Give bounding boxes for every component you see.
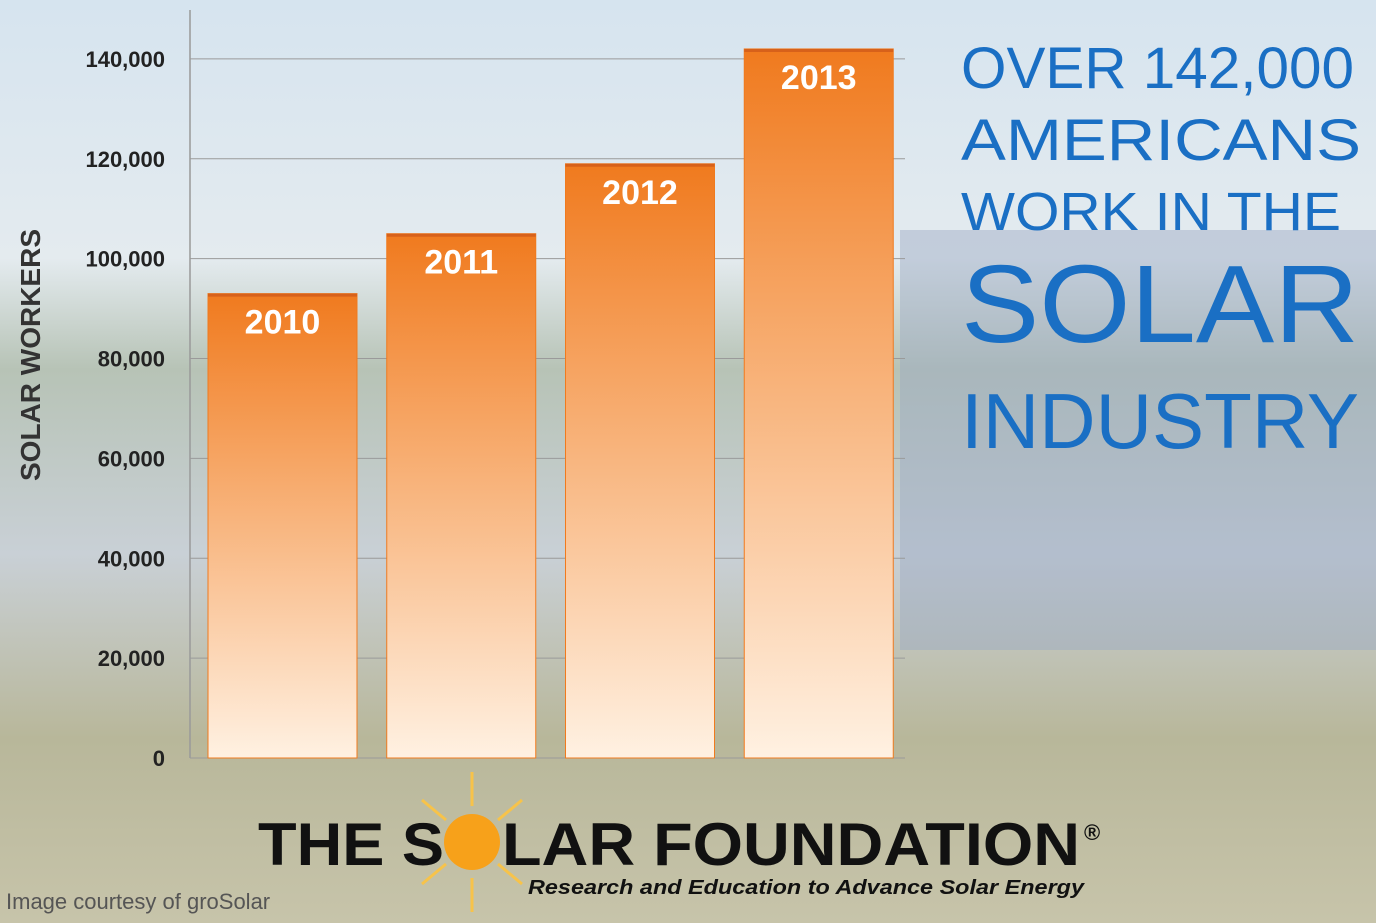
logo-mark: ® (1084, 820, 1100, 845)
bar (743, 48, 894, 759)
logo-left: THE S (258, 811, 444, 878)
headline-line: SOLAR (961, 243, 1359, 366)
bar (565, 163, 715, 759)
y-axis-label: SOLAR WORKERS (15, 229, 46, 481)
panels (900, 230, 1376, 650)
y-tick-label: 120,000 (85, 147, 165, 172)
y-tick-label: 40,000 (98, 546, 165, 571)
bar-label: 2013 (781, 59, 857, 97)
y-tick-label: 80,000 (98, 347, 165, 372)
y-tick-label: 100,000 (85, 247, 165, 272)
logo-rays (421, 772, 523, 912)
credit: Image courtesy of groSolar (6, 889, 270, 914)
y-tick-label: 140,000 (85, 47, 165, 72)
bar-label: 2012 (602, 174, 678, 212)
bar (207, 293, 358, 759)
y-tick-label: 0 (153, 746, 165, 771)
headline-line: AMERICANS (961, 108, 1361, 173)
logo-right: LAR FOUNDATION (502, 811, 1080, 878)
bar-label: 2011 (424, 244, 498, 282)
logo-tagline: Research and Education to Advance Solar … (528, 877, 1085, 899)
bar-label: 2010 (245, 304, 321, 342)
y-tick-label: 20,000 (98, 646, 165, 671)
bar (386, 233, 537, 759)
headline-line: INDUSTRY (961, 377, 1359, 465)
headline-line: OVER 142,000 (961, 36, 1354, 101)
headline-line: WORK IN THE (961, 182, 1341, 242)
y-tick-label: 60,000 (98, 446, 165, 471)
logo-sun (444, 814, 500, 870)
